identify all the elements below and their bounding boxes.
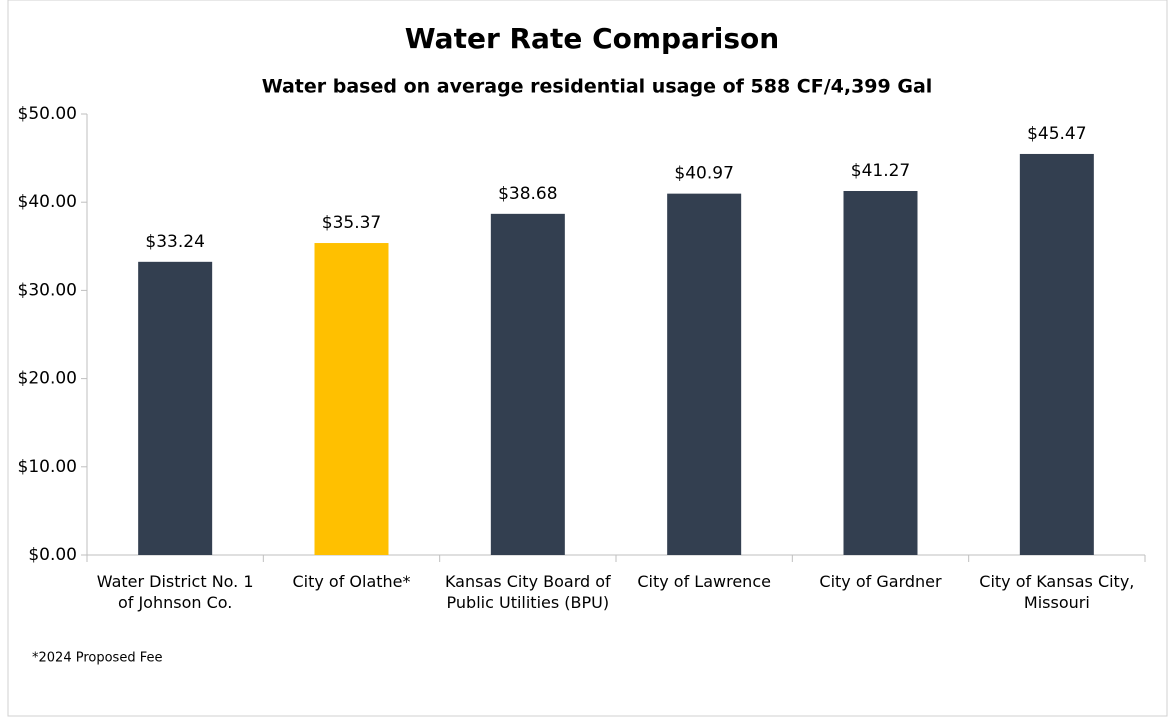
y-tick-label: $10.00 — [18, 457, 77, 477]
x-tick-label: Kansas City Board of Public Utilities (B… — [444, 572, 611, 612]
data-label: $33.24 — [145, 232, 204, 252]
bar — [1019, 153, 1094, 556]
data-label: $45.47 — [1027, 124, 1086, 144]
bar — [667, 193, 742, 555]
data-label: $35.37 — [322, 213, 381, 233]
chart-title: Water Rate Comparison — [405, 22, 779, 55]
bar — [490, 213, 565, 555]
x-tick-label: Water District No. 1 of Johnson Co. — [96, 572, 254, 612]
x-tick-label: City of Gardner — [819, 572, 942, 591]
bar — [138, 261, 213, 555]
y-tick-label: $20.00 — [18, 369, 77, 389]
bar — [314, 243, 389, 555]
footnote: *2024 Proposed Fee — [32, 651, 162, 666]
x-tick-label: City of Kansas City, Missouri — [979, 572, 1135, 612]
chart-border — [7, 0, 1168, 717]
x-tick-label: City of Lawrence — [637, 572, 771, 591]
bar — [843, 190, 918, 555]
chart-subtitle: Water based on average residential usage… — [262, 76, 933, 98]
y-tick-label: $30.00 — [18, 280, 77, 300]
x-tick-label: City of Olathe* — [292, 572, 411, 591]
data-label: $40.97 — [674, 164, 733, 184]
data-label: $38.68 — [498, 184, 557, 204]
y-tick-label: $40.00 — [18, 192, 77, 212]
y-tick-label: $50.00 — [18, 104, 77, 124]
data-label: $41.27 — [851, 161, 910, 181]
y-tick-label: $0.00 — [28, 545, 77, 565]
